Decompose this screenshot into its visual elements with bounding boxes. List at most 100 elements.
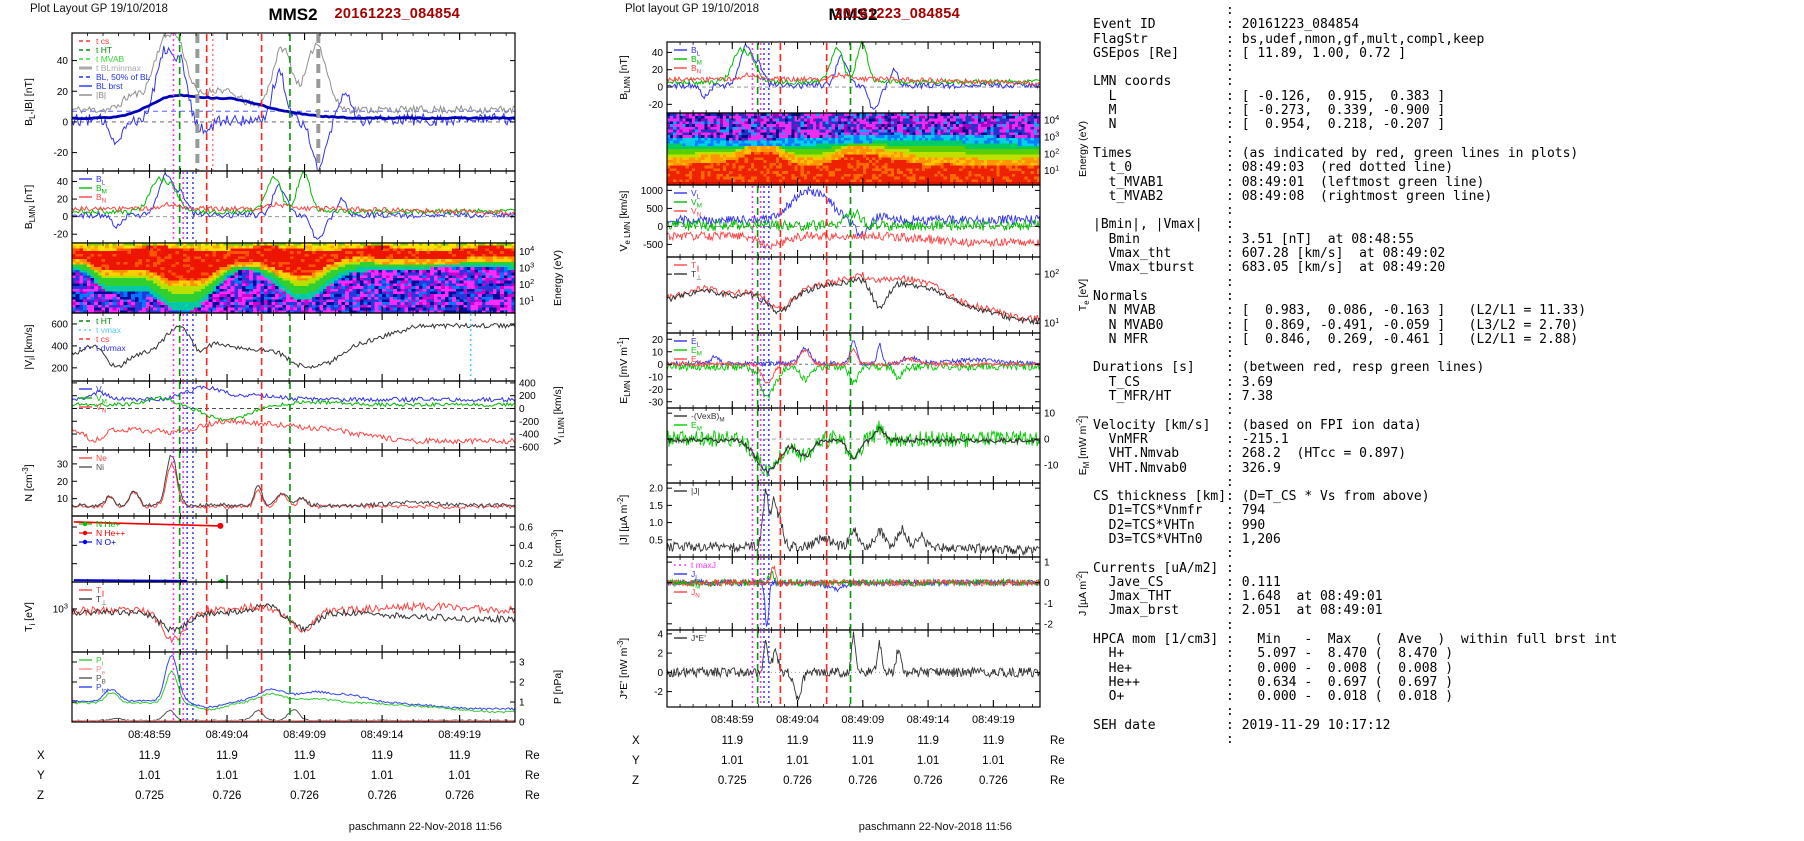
svg-text:BLMN [nT]: BLMN [nT] bbox=[618, 55, 632, 100]
ephemeris-cell: 11.9 bbox=[721, 735, 744, 747]
ephemeris-cell: 0.726 bbox=[913, 775, 943, 787]
ephemeris-cell: Re bbox=[525, 790, 540, 802]
svg-text:t BLminmax: t BLminmax bbox=[96, 63, 142, 73]
svg-text:1: 1 bbox=[519, 698, 525, 709]
svg-text:600: 600 bbox=[51, 319, 68, 330]
ephemeris-cell: 0.726 bbox=[290, 790, 319, 802]
svg-text:0: 0 bbox=[62, 212, 68, 223]
svg-text:|B|: |B| bbox=[96, 90, 106, 100]
svg-text:BN: BN bbox=[691, 63, 702, 75]
plot-footer-middle: paschmann 22-Nov-2018 11:56 bbox=[858, 821, 1012, 833]
svg-text:N He++: N He++ bbox=[96, 528, 125, 538]
svg-text:20: 20 bbox=[652, 65, 664, 76]
svg-text:08:48:59: 08:48:59 bbox=[128, 729, 171, 741]
ephemeris-cell: Z bbox=[37, 790, 45, 802]
ephemeris-cell: 1.01 bbox=[786, 755, 809, 767]
svg-text:104: 104 bbox=[519, 244, 534, 258]
ephemeris-cell: 0.726 bbox=[848, 775, 878, 787]
svg-text:BL,|B| [nT]: BL,|B| [nT] bbox=[23, 78, 37, 126]
svg-text:t dvmax: t dvmax bbox=[96, 343, 127, 353]
ephemeris-cell: Re bbox=[1050, 735, 1065, 747]
svg-text:40: 40 bbox=[57, 177, 69, 188]
svg-text:BL: BL bbox=[96, 174, 106, 186]
ephemeris-cell: 1.01 bbox=[982, 755, 1005, 767]
panel-left-ti: 103 Ti [eV] T∥T⊥ bbox=[23, 581, 516, 653]
ephemeris-cell: 11.9 bbox=[786, 735, 809, 747]
plot-layout-label-left: Plot Layout GP 19/10/2018 bbox=[30, 3, 168, 15]
svg-text:N O+: N O+ bbox=[96, 537, 116, 547]
svg-text:2: 2 bbox=[519, 678, 525, 689]
svg-text:PB: PB bbox=[96, 673, 106, 685]
svg-text:20: 20 bbox=[57, 195, 69, 206]
svg-text:40: 40 bbox=[652, 48, 664, 59]
svg-text:t cs: t cs bbox=[96, 36, 109, 46]
svg-text:3: 3 bbox=[519, 658, 525, 669]
ephemeris-cell: 11.9 bbox=[138, 750, 161, 762]
ephemeris-cell: Re bbox=[1050, 755, 1065, 767]
svg-text:400: 400 bbox=[519, 378, 536, 389]
ephemeris-cell: 0.726 bbox=[367, 790, 397, 802]
svg-text:VM: VM bbox=[96, 393, 107, 405]
svg-text:|Vi| [km/s]: |Vi| [km/s] bbox=[23, 324, 37, 369]
svg-text:08:49:09: 08:49:09 bbox=[283, 729, 326, 741]
svg-text:VN: VN bbox=[96, 402, 107, 414]
ephemeris-cell: 1.01 bbox=[721, 755, 744, 767]
ephemeris-cell: 11.9 bbox=[293, 750, 316, 762]
svg-text:Ne: Ne bbox=[96, 453, 107, 463]
svg-text:20: 20 bbox=[57, 477, 69, 488]
svg-text:-20: -20 bbox=[54, 148, 69, 159]
svg-text:400: 400 bbox=[51, 341, 68, 352]
svg-text:0: 0 bbox=[62, 117, 68, 128]
ephemeris-cell: Y bbox=[37, 770, 45, 782]
plot-title-middle: MMS2 bbox=[828, 5, 878, 24]
svg-text:-400: -400 bbox=[519, 430, 539, 441]
ephemeris-cell: 1.01 bbox=[293, 770, 316, 782]
svg-text:t vmax: t vmax bbox=[96, 325, 122, 335]
ephemeris-cell: 11.9 bbox=[371, 750, 393, 762]
ephemeris-cell: 1.01 bbox=[215, 770, 239, 782]
ephemeris-cell: 11.9 bbox=[216, 750, 238, 762]
svg-text:101: 101 bbox=[519, 294, 534, 308]
panel-middle-jdote: 420-2J*E' [nW m-3] J*E' bbox=[616, 629, 1041, 708]
svg-text:-600: -600 bbox=[519, 442, 539, 453]
svg-text:Ni [cm-3]: Ni [cm-3] bbox=[550, 529, 566, 568]
svg-text:t HT: t HT bbox=[96, 316, 112, 326]
ephemeris-cell: X bbox=[37, 750, 45, 762]
svg-text:0: 0 bbox=[519, 404, 525, 415]
svg-text:40: 40 bbox=[57, 56, 69, 67]
panel-left-n-minor: 0.6 0.4 0.2 0.0 Ni [cm-3] N He+N He++N O+ bbox=[71, 515, 566, 589]
svg-text:0: 0 bbox=[657, 83, 663, 94]
ephemeris-cell: 11.9 bbox=[852, 735, 874, 747]
svg-text:0.0: 0.0 bbox=[519, 578, 533, 589]
ephemeris-cell: 0.726 bbox=[445, 790, 475, 802]
svg-text:BL, 50% of BL: BL, 50% of BL bbox=[96, 72, 151, 82]
ephemeris-cell: 0.726 bbox=[212, 790, 242, 802]
svg-text:BM: BM bbox=[96, 183, 107, 195]
svg-text:0: 0 bbox=[519, 718, 525, 729]
svg-text:Ptot: Ptot bbox=[96, 682, 109, 694]
ephemeris-cell: Re bbox=[525, 770, 540, 782]
plot-layout-label-middle: Plot layout GP 19/10/2018 bbox=[625, 3, 760, 15]
panel-left-ion-spec: 104 103 102 101 Energy (eV) bbox=[71, 242, 564, 314]
svg-text:-200: -200 bbox=[519, 417, 539, 428]
svg-text:10: 10 bbox=[57, 494, 69, 505]
svg-text:200: 200 bbox=[51, 363, 68, 374]
svg-text:-20: -20 bbox=[54, 230, 69, 241]
svg-text:Pi: Pi bbox=[96, 655, 103, 667]
svg-text:Pe: Pe bbox=[96, 664, 106, 676]
ephemeris-cell: 11.9 bbox=[982, 735, 1005, 747]
svg-text:08:49:19: 08:49:19 bbox=[438, 729, 481, 741]
svg-text:N [cm-3]: N [cm-3] bbox=[21, 464, 35, 501]
ephemeris-cell: 11.9 bbox=[448, 750, 471, 762]
ephemeris-cell: 0.725 bbox=[135, 790, 164, 802]
ephemeris-cell: Y bbox=[632, 755, 640, 767]
panel-middle-jmag: 2.01.51.00.5|J| [µA m-2]|J| bbox=[616, 482, 1041, 558]
ephemeris-cell: 0.726 bbox=[978, 775, 1008, 787]
svg-text:T∥: T∥ bbox=[96, 585, 104, 597]
svg-text:Ni: Ni bbox=[96, 462, 104, 472]
